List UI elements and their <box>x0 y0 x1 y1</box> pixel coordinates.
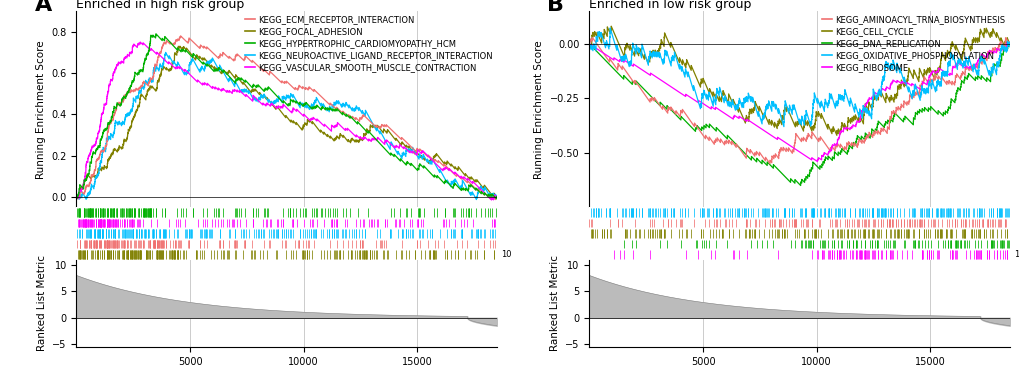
Legend: KEGG_ECM_RECEPTOR_INTERACTION, KEGG_FOCAL_ADHESION, KEGG_HYPERTROPHIC_CARDIOMYOP: KEGG_ECM_RECEPTOR_INTERACTION, KEGG_FOCA… <box>245 15 492 72</box>
Text: A: A <box>35 0 52 15</box>
Y-axis label: Running Enrichment Score: Running Enrichment Score <box>36 40 46 179</box>
Text: 10: 10 <box>1013 250 1019 259</box>
Text: 10: 10 <box>500 250 512 259</box>
Y-axis label: Ranked List Metric: Ranked List Metric <box>549 255 559 351</box>
Y-axis label: Ranked List Metric: Ranked List Metric <box>37 255 47 351</box>
Text: B: B <box>547 0 564 15</box>
Legend: KEGG_AMINOACYL_TRNA_BIOSYNTHESIS, KEGG_CELL_CYCLE, KEGG_DNA_REPLICATION, KEGG_OX: KEGG_AMINOACYL_TRNA_BIOSYNTHESIS, KEGG_C… <box>821 15 1005 72</box>
Text: Enriched in low risk group: Enriched in low risk group <box>589 0 751 11</box>
Y-axis label: Running Enrichment Score: Running Enrichment Score <box>534 40 544 179</box>
Text: Enriched in high risk group: Enriched in high risk group <box>76 0 245 11</box>
